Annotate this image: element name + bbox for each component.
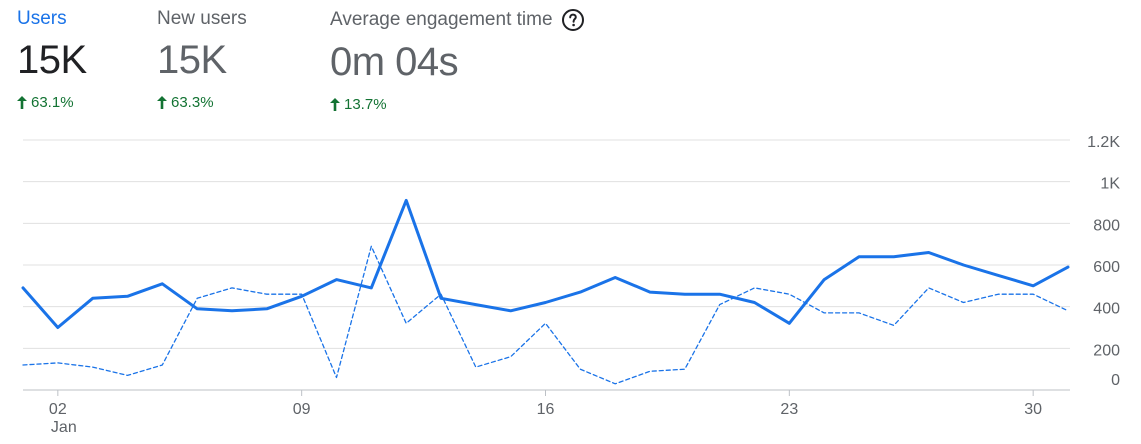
arrow-up-icon <box>330 98 340 111</box>
metric-value: 0m 04s <box>330 40 459 84</box>
question-circle-icon[interactable] <box>561 8 585 32</box>
metric-value: 15K <box>17 38 87 82</box>
x-tick-label: 09 <box>293 401 311 418</box>
metric-card-users[interactable]: Users 15K 63.1% <box>17 8 87 111</box>
metric-change: 63.1% <box>17 94 87 111</box>
y-tick-label: 800 <box>1093 217 1120 234</box>
arrow-up-icon <box>157 96 167 109</box>
x-tick-label: 16 <box>537 401 555 418</box>
metric-change-value: 63.1% <box>31 94 74 111</box>
x-tick-sublabel: Jan <box>51 419 77 436</box>
metric-label: Average engagement time <box>330 9 553 30</box>
series-line-comparison <box>22 245 1069 385</box>
metric-label: Users <box>17 8 67 29</box>
metric-card-new-users[interactable]: New users 15K 63.3% <box>157 8 247 111</box>
y-tick-label: 400 <box>1093 301 1120 318</box>
metric-change-value: 63.3% <box>171 94 214 111</box>
metric-card-avg-engagement[interactable]: Average engagement time 0m 04s 13.7% <box>330 8 585 113</box>
metric-label-row: Average engagement time <box>330 8 585 32</box>
x-tick-label: 30 <box>1024 401 1042 418</box>
y-tick-label: 0 <box>1111 372 1120 389</box>
y-tick-label: 600 <box>1093 259 1120 276</box>
arrow-up-icon <box>17 96 27 109</box>
metric-change: 13.7% <box>330 96 585 113</box>
y-tick-label: 200 <box>1093 342 1120 359</box>
x-tick-label: 02 <box>49 401 67 418</box>
metric-value: 15K <box>157 38 227 82</box>
metric-label: New users <box>157 8 247 29</box>
y-tick-label: 1.2K <box>1087 134 1120 151</box>
y-tick-label: 1K <box>1100 176 1120 193</box>
series-line-users <box>21 198 1070 329</box>
metrics-row: Users 15K 63.1% New users 15K 63.3% Aver… <box>0 0 1141 130</box>
x-tick-label: 23 <box>780 401 798 418</box>
metric-change-value: 13.7% <box>344 96 387 113</box>
metric-change: 63.3% <box>157 94 247 111</box>
